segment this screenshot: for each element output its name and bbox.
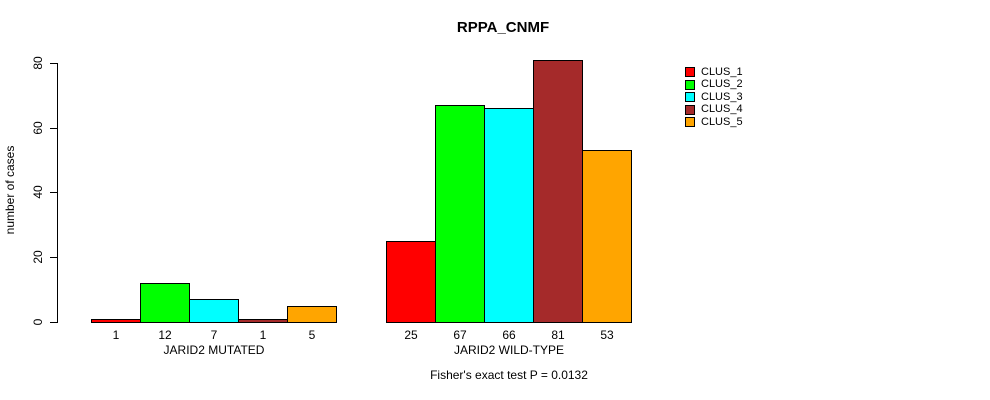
legend-swatch-clus-5 <box>685 117 695 128</box>
bar-value-label: 1 <box>112 328 120 342</box>
y-axis-tick <box>50 322 57 323</box>
bar-clus-3 <box>484 108 534 323</box>
legend-item: CLUS_5 <box>685 116 743 128</box>
bar-value-label: 5 <box>308 328 316 342</box>
bar-clus-1 <box>386 241 436 323</box>
y-axis-tick <box>50 192 57 193</box>
y-axis-tick-label: 60 <box>31 121 45 135</box>
legend-item: CLUS_2 <box>685 79 743 91</box>
y-axis-tick-label: 40 <box>31 185 45 199</box>
chart-title: RPPA_CNMF <box>456 19 550 36</box>
y-axis-tick-label: 20 <box>31 250 45 264</box>
bar-value-label: 81 <box>551 328 565 342</box>
legend-label: CLUS_2 <box>701 78 743 91</box>
bar-value-label: 12 <box>158 328 172 342</box>
y-axis-tick <box>50 257 57 258</box>
x-group-label: JARID2 WILD-TYPE <box>453 343 565 357</box>
bar-clus-4 <box>238 319 288 323</box>
bar-clus-5 <box>287 306 337 323</box>
legend-swatch-clus-4 <box>685 104 695 115</box>
x-group-label: JARID2 MUTATED <box>163 343 265 357</box>
legend-label: CLUS_4 <box>701 103 743 116</box>
y-axis-title: number of cases <box>3 145 17 235</box>
legend-label: CLUS_1 <box>701 65 743 78</box>
bar-clus-2 <box>140 283 190 323</box>
bar-clus-4 <box>533 60 583 323</box>
legend-swatch-clus-2 <box>685 79 695 90</box>
legend-item: CLUS_1 <box>685 66 743 78</box>
bar-value-label: 66 <box>502 328 516 342</box>
bar-clus-1 <box>91 319 141 323</box>
legend-item: CLUS_3 <box>685 91 743 103</box>
y-axis-line <box>57 63 58 323</box>
bar-value-label: 67 <box>453 328 467 342</box>
legend-swatch-clus-1 <box>685 67 695 77</box>
legend-label: CLUS_3 <box>701 90 743 103</box>
bar-value-label: 53 <box>600 328 614 342</box>
bar-value-label: 7 <box>210 328 218 342</box>
y-axis-tick-label: 0 <box>31 318 45 326</box>
bar-clus-2 <box>435 105 485 323</box>
legend-label: CLUS_5 <box>701 115 743 128</box>
y-axis-tick <box>50 63 57 64</box>
y-axis-tick <box>50 128 57 129</box>
legend-swatch-clus-3 <box>685 92 695 103</box>
bar-value-label: 25 <box>404 328 418 342</box>
bar-clus-3 <box>189 299 239 323</box>
fisher-test-caption: Fisher's exact test P = 0.0132 <box>430 368 588 382</box>
y-axis-tick-label: 80 <box>31 56 45 70</box>
legend-item: CLUS_4 <box>685 104 743 116</box>
bar-clus-5 <box>582 150 632 323</box>
bar-value-label: 1 <box>259 328 267 342</box>
